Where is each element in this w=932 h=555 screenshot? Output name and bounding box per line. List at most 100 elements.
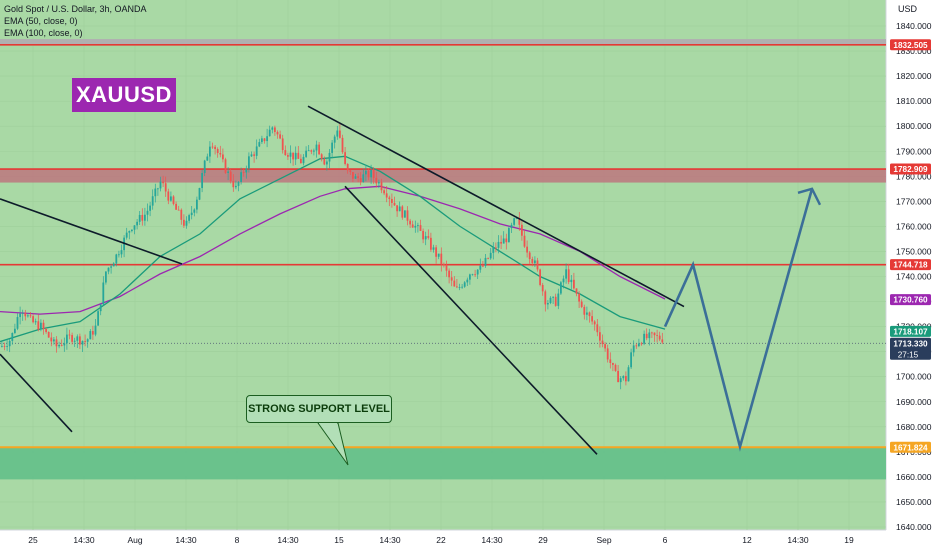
candle-body bbox=[617, 370, 619, 383]
candle-body bbox=[443, 264, 445, 265]
candle-body bbox=[313, 150, 315, 152]
candle-body bbox=[500, 241, 502, 244]
candle-body bbox=[523, 235, 526, 247]
candle-body bbox=[289, 152, 292, 157]
projection-arrowhead bbox=[797, 187, 822, 206]
candle-body bbox=[401, 206, 404, 218]
candle-body bbox=[287, 155, 289, 157]
candle-body bbox=[235, 185, 237, 188]
candle-body bbox=[528, 252, 531, 260]
candle-body bbox=[612, 362, 614, 365]
price-tick-label: 1650.000 bbox=[896, 497, 932, 507]
price-tick-label: 1640.000 bbox=[896, 522, 932, 532]
candle-body bbox=[411, 224, 414, 228]
candle-body bbox=[164, 183, 167, 192]
candle-body bbox=[227, 171, 229, 173]
candle-body bbox=[89, 331, 92, 340]
price-tick-label: 1790.000 bbox=[896, 146, 932, 156]
candle-body bbox=[305, 150, 307, 157]
candle-body bbox=[375, 177, 378, 184]
candle-body bbox=[183, 219, 185, 226]
support-tag-bg bbox=[890, 441, 931, 453]
resistance-tag-label: 1832.505 bbox=[893, 41, 928, 50]
candle-body bbox=[97, 311, 99, 326]
candle-body bbox=[131, 229, 133, 232]
trend-line bbox=[307, 105, 685, 308]
candle-body bbox=[297, 152, 300, 159]
candle-body bbox=[344, 152, 346, 164]
candle-body bbox=[419, 225, 422, 231]
candle-body bbox=[606, 348, 609, 360]
candle-body bbox=[315, 144, 318, 151]
price-tick-label: 1680.000 bbox=[896, 422, 932, 432]
candle-body bbox=[578, 293, 580, 302]
candle-body bbox=[583, 306, 586, 315]
time-tick-label: 25 bbox=[28, 535, 38, 545]
candle-body bbox=[144, 214, 146, 221]
candle-body bbox=[19, 313, 21, 318]
trend-line bbox=[344, 185, 598, 455]
projection-path bbox=[663, 188, 814, 452]
candle-body bbox=[609, 359, 612, 363]
candle-body bbox=[24, 313, 27, 317]
candle-body bbox=[489, 252, 492, 259]
candle-body bbox=[245, 168, 248, 173]
candle-body bbox=[263, 138, 266, 142]
candle-body bbox=[42, 322, 45, 330]
candle-body bbox=[430, 237, 432, 250]
candle-body bbox=[526, 246, 528, 253]
candle-body bbox=[3, 345, 6, 347]
candle-body bbox=[339, 130, 341, 138]
candle-body bbox=[544, 291, 547, 305]
candle-body bbox=[84, 341, 86, 342]
ema100-legend: EMA (100, close, 0) bbox=[4, 28, 83, 38]
candle-body bbox=[190, 212, 193, 216]
candle-body bbox=[656, 335, 658, 336]
candle-body bbox=[552, 296, 554, 298]
candle-body bbox=[510, 224, 513, 229]
candle-body bbox=[133, 225, 136, 230]
candle-body bbox=[406, 210, 409, 221]
candle-body bbox=[180, 209, 183, 220]
candle-body bbox=[281, 138, 284, 151]
price-tags: 1832.505 1782.909 1744.718 1730.760 1718.107… bbox=[890, 39, 931, 453]
candle-body bbox=[383, 190, 385, 194]
candle-body bbox=[120, 250, 123, 255]
candle-body bbox=[469, 274, 471, 280]
price-tick-label: 1700.000 bbox=[896, 372, 932, 382]
candle-body bbox=[193, 209, 196, 213]
chart-legend: Gold Spot / U.S. Dollar, 3h, OANDA EMA (… bbox=[4, 3, 147, 39]
candle-body bbox=[640, 343, 643, 345]
candle-body bbox=[536, 260, 539, 270]
candle-body bbox=[658, 335, 661, 340]
candle-body bbox=[560, 282, 562, 294]
candle-body bbox=[586, 312, 588, 315]
drawings bbox=[0, 105, 822, 466]
candle-body bbox=[112, 263, 115, 267]
candle-body bbox=[599, 332, 601, 341]
candle-body bbox=[63, 343, 66, 346]
price-tick-label: 1830.000 bbox=[896, 46, 932, 56]
candle-body bbox=[14, 328, 16, 333]
candle-body bbox=[458, 287, 461, 288]
candle-body bbox=[206, 156, 209, 161]
candle-body bbox=[487, 257, 489, 259]
candle-body bbox=[58, 344, 60, 347]
candle-body bbox=[346, 163, 349, 171]
candle-body bbox=[627, 367, 630, 382]
candle-body bbox=[8, 340, 11, 347]
candle-body bbox=[162, 181, 164, 184]
candle-body bbox=[242, 172, 245, 173]
current-price-tag-label: 1713.330 bbox=[893, 339, 928, 348]
time-tick-label: 14:30 bbox=[175, 535, 197, 545]
candle-body bbox=[554, 296, 557, 306]
candle-body bbox=[596, 324, 599, 333]
time-tick-label: 14:30 bbox=[787, 535, 809, 545]
candle-body bbox=[341, 137, 344, 153]
candle-body bbox=[258, 142, 261, 147]
candle-body bbox=[466, 279, 469, 283]
axis-background bbox=[886, 0, 932, 550]
candle-body bbox=[6, 346, 8, 348]
candle-body bbox=[352, 172, 354, 179]
